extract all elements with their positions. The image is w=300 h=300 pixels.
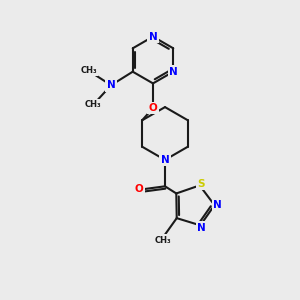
- Text: O: O: [148, 103, 158, 113]
- Text: N: N: [107, 80, 116, 90]
- Text: CH₃: CH₃: [80, 66, 97, 75]
- Text: N: N: [197, 223, 206, 233]
- Text: CH₃: CH₃: [155, 236, 171, 244]
- Text: N: N: [213, 200, 222, 210]
- Text: N: N: [148, 32, 158, 42]
- Text: CH₃: CH₃: [85, 100, 101, 109]
- Text: N: N: [169, 67, 178, 77]
- Text: O: O: [134, 184, 143, 194]
- Text: S: S: [197, 179, 205, 189]
- Text: N: N: [160, 155, 169, 165]
